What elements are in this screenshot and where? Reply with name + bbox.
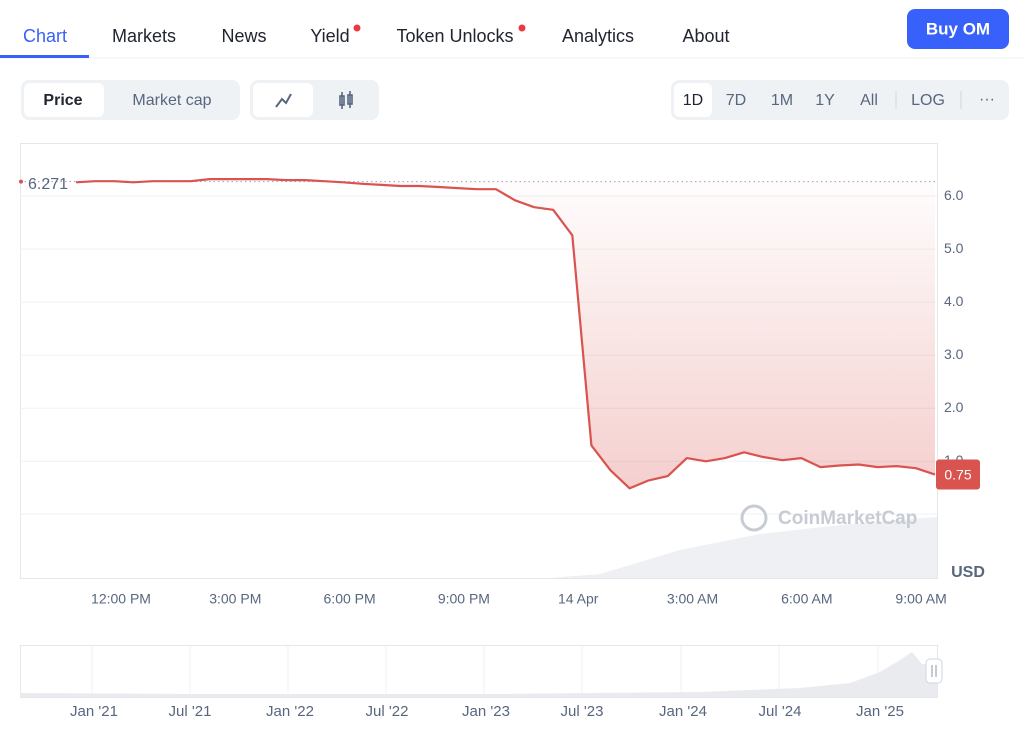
nav-tab[interactable]: Markets [112,26,176,46]
last-price-label: 0.75 [944,466,971,482]
y-tick-label: 6.0 [944,187,964,203]
nav-tab[interactable]: News [221,26,266,46]
line-icon[interactable] [275,93,292,108]
price-area [76,179,935,489]
price-line [75,178,936,490]
x-tick-label: 14 Apr [558,591,599,607]
last-price-box [936,459,980,490]
navigator-label: Jan '23 [462,703,510,720]
range-option[interactable]: LOG [911,92,945,109]
nav-tab[interactable]: Analytics [562,26,634,46]
y-tick-label: 4.0 [944,293,964,309]
x-tick-label: 3:00 PM [209,591,261,607]
range-toggle [671,80,1009,120]
y-tick-label: 3.0 [944,346,964,362]
candle-icon[interactable] [339,91,353,109]
watermark-logo [740,504,768,532]
y-tick-label: 5.0 [944,240,964,256]
range-option[interactable]: All [860,92,878,109]
plot-frame [20,143,938,579]
mode-active [24,83,104,117]
range-option[interactable]: 1D [683,92,703,109]
notification-dot [518,24,526,32]
reference-label: 6.271 [28,176,68,193]
navigator-label: Jul '23 [561,703,604,720]
range-option[interactable]: 1M [771,92,793,109]
nav-tab[interactable]: About [682,26,729,46]
reference-dot [19,179,23,184]
navigator-label: Jan '25 [856,703,904,720]
active-tab-underline [0,55,89,58]
navigator-label: Jul '22 [366,703,409,720]
x-tick-label: 6:00 AM [781,591,832,607]
range-active [674,83,712,117]
x-tick-label: 9:00 PM [438,591,490,607]
x-tick-label: 12:00 PM [91,591,151,607]
x-tick-label: 3:00 AM [667,591,718,607]
y-tick-label: 2.0 [944,399,964,415]
watermark: CoinMarketCap [778,508,917,529]
volume-area [550,517,937,578]
more-button[interactable]: ··· [979,91,995,108]
x-tick-label: 6:00 PM [324,591,376,607]
navigator-label: Jan '21 [70,703,118,720]
nav-tab[interactable]: Yield [310,26,349,46]
buy-button-label[interactable]: Buy OM [926,19,990,38]
buy-button[interactable] [907,9,1009,49]
range-option[interactable]: 1Y [815,92,835,109]
notification-dot [353,24,361,32]
navigator-grid [91,646,879,697]
unit-label: USD [951,564,985,581]
mode-option[interactable]: Price [43,92,82,109]
nav-tab[interactable]: Token Unlocks [396,26,513,46]
mode-option[interactable]: Market cap [132,92,211,109]
nav-tab[interactable]: Chart [23,26,67,46]
navigator-handle[interactable] [925,658,943,684]
navigator-area [20,652,937,697]
x-tick-label: 9:00 AM [895,591,946,607]
navigator-label: Jan '22 [266,703,314,720]
navigator-label: Jul '21 [169,703,212,720]
navigator-label: Jul '24 [759,703,802,720]
range-option[interactable]: 7D [726,92,746,109]
navigator-label: Jan '24 [659,703,707,720]
